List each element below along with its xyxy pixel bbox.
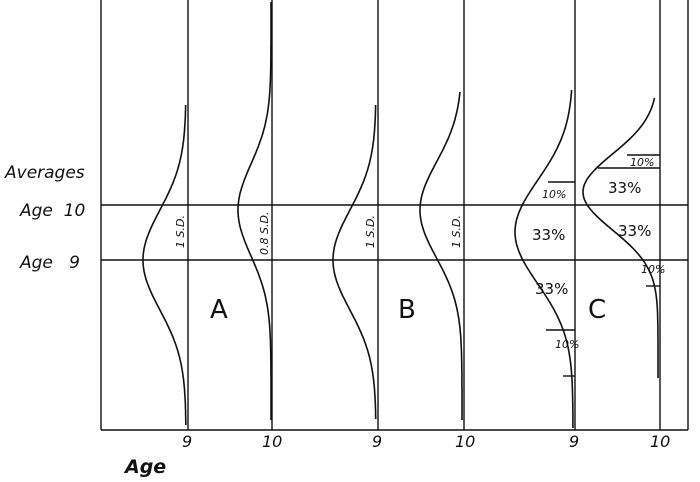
distribution-curve: [419, 91, 463, 420]
percent-label: 10%: [555, 338, 579, 351]
sd-label: 1 S.D.: [364, 215, 377, 248]
tick-label: 10: [262, 432, 282, 451]
tick-label: 10: [455, 432, 475, 451]
vertical-age-lines: [187, 0, 661, 430]
age-9-label: Age 9: [19, 253, 80, 273]
sd-label: 1 S.D.: [450, 215, 463, 248]
distribution-curve: [237, 2, 272, 420]
sd-label: 1 S.D.: [174, 215, 187, 248]
percent-label: 33%: [618, 222, 651, 240]
group-letter-a: A: [210, 295, 228, 325]
distribution-curve: [514, 89, 574, 429]
percent-label: 10%: [542, 188, 566, 201]
distribution-curve: [142, 105, 187, 425]
percent-label: 10%: [630, 156, 654, 169]
x-axis-title: Age: [123, 456, 166, 478]
averages-label: Averages: [4, 163, 85, 183]
distribution-curve: [332, 105, 377, 419]
distribution-curve: [582, 97, 659, 378]
tick-label: 9: [182, 432, 192, 451]
tick-label: 9: [372, 432, 382, 451]
percent-label: 33%: [535, 280, 568, 298]
age-10-label: Age 10: [19, 201, 85, 221]
percent-label: 33%: [532, 226, 565, 244]
tick-label: 10: [650, 432, 670, 451]
distribution-curves: [142, 2, 659, 429]
percent-label: 10%: [641, 263, 665, 276]
tick-label: 9: [569, 432, 579, 451]
group-letter-c: C: [588, 295, 606, 325]
sd-label: 0.8 S.D.: [258, 212, 271, 255]
group-letter-b: B: [398, 295, 416, 325]
percent-label: 33%: [608, 179, 641, 197]
percent-dividers: [546, 154, 660, 377]
frame: [100, 0, 689, 431]
